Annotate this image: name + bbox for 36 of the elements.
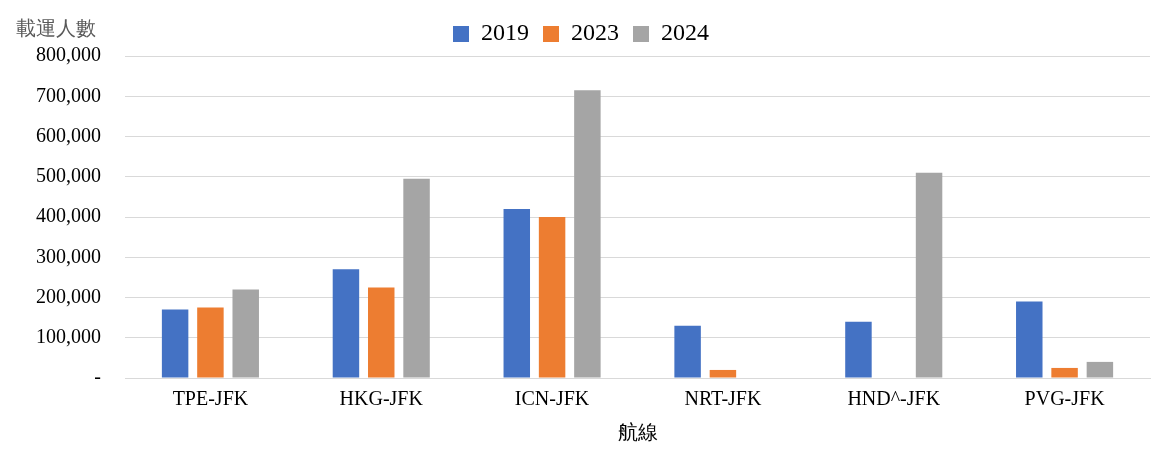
x-tick-label: HKG-JFK xyxy=(339,387,424,410)
y-tick-label: 300,000 xyxy=(36,244,101,267)
bar xyxy=(1051,367,1078,378)
bar xyxy=(674,325,701,378)
bar xyxy=(503,208,531,378)
bar xyxy=(232,289,259,378)
bar xyxy=(709,369,737,378)
bar xyxy=(538,217,566,378)
x-tick-label: TPE-JFK xyxy=(172,387,249,410)
y-tick-label: 200,000 xyxy=(36,284,101,307)
bar xyxy=(403,178,430,378)
y-tick-label: 800,000 xyxy=(36,43,101,66)
y-tick-label: 600,000 xyxy=(36,123,101,146)
x-tick-label: HND^-JFK xyxy=(847,387,941,410)
y-tick-label: 700,000 xyxy=(36,83,101,106)
bar xyxy=(368,287,395,378)
x-tick-label: NRT-JFK xyxy=(684,387,762,410)
y-tick-label: 400,000 xyxy=(36,204,101,227)
bar xyxy=(161,309,189,378)
bar xyxy=(332,269,360,378)
legend-label: 2019 xyxy=(481,19,529,46)
bar xyxy=(1016,301,1043,378)
bar xyxy=(845,321,872,378)
y-axis-title: 載運人數 xyxy=(16,17,96,40)
x-axis-title: 航線 xyxy=(617,421,658,444)
y-tick-label: - xyxy=(94,365,101,388)
bar xyxy=(197,307,224,378)
x-tick-label: PVG-JFK xyxy=(1024,387,1106,410)
bar xyxy=(574,90,601,378)
legend-label: 2023 xyxy=(571,19,619,46)
y-tick-label: 500,000 xyxy=(36,164,101,186)
x-tick-label: ICN-JFK xyxy=(514,387,590,410)
bar xyxy=(1086,361,1114,378)
legend-label: 2024 xyxy=(661,19,709,46)
y-tick-label: 100,000 xyxy=(36,325,101,347)
bar xyxy=(915,172,943,378)
